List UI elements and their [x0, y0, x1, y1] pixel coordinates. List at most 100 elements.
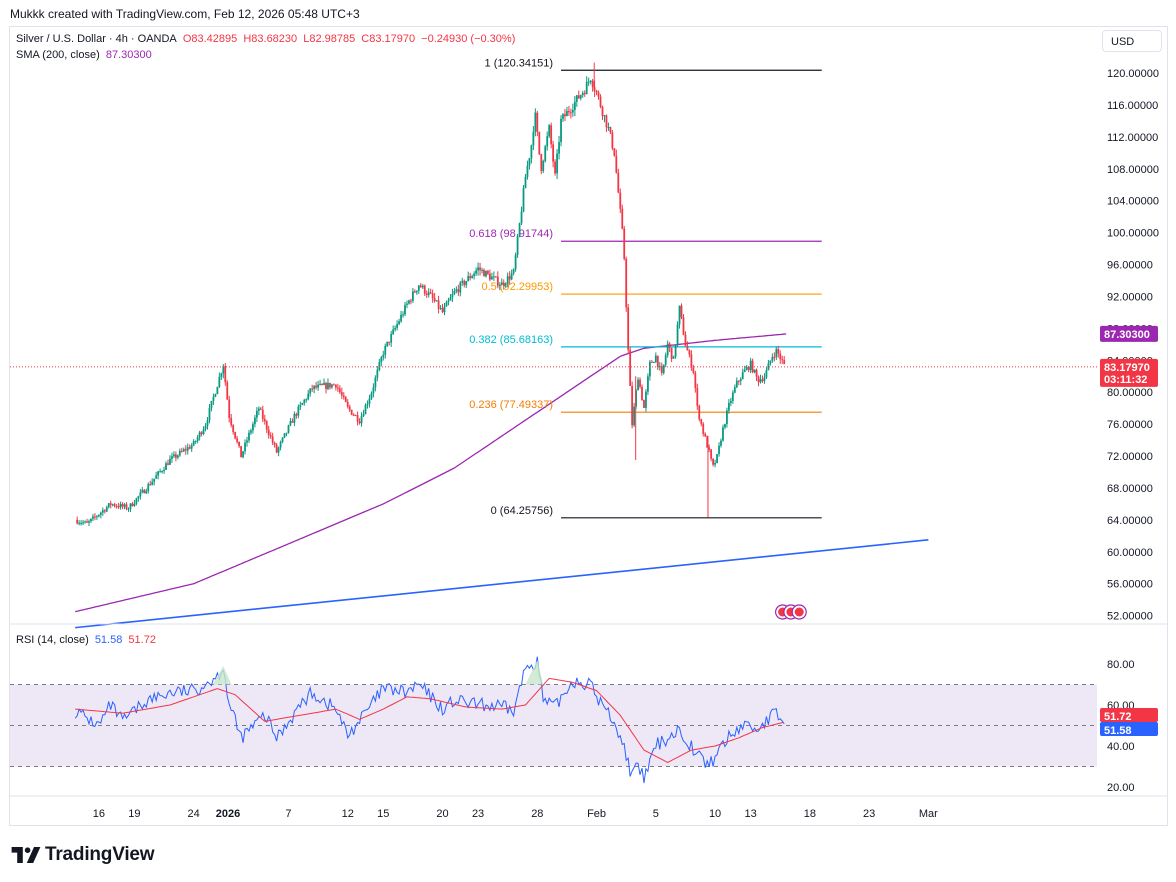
price-axis-label: 104.00000	[1107, 196, 1159, 208]
candle-body	[745, 366, 748, 370]
time-axis-label: 18	[804, 808, 816, 820]
candle-body	[526, 165, 529, 177]
candle-body	[650, 361, 653, 363]
candle-body	[165, 463, 167, 470]
candle-body	[390, 333, 393, 343]
candle-body	[360, 416, 363, 424]
candle-body	[242, 451, 244, 458]
candle-body	[558, 142, 560, 154]
candle-body	[429, 292, 432, 294]
candle-body	[257, 408, 260, 411]
fib-level-label: 0 (64.25756)	[491, 505, 553, 517]
event-flag-icon[interactable]	[791, 604, 807, 620]
trend-line[interactable]	[75, 539, 929, 629]
candle-body	[394, 327, 397, 330]
candle-body	[668, 343, 671, 348]
candle-body	[629, 349, 632, 386]
time-axis-label: 16	[93, 808, 105, 820]
fib-level-label: 0.5 (92.29953)	[481, 281, 553, 293]
candle-body	[516, 236, 519, 255]
rsi-ma-line	[75, 677, 784, 763]
candle-body	[232, 425, 235, 433]
open-value: O83.42895	[182, 33, 238, 45]
candle-body	[443, 306, 446, 313]
rsi-legend[interactable]: RSI (14, close) 51.58 51.72	[16, 634, 159, 646]
candle-body	[649, 361, 651, 377]
candle-body	[621, 208, 624, 229]
candle-body	[731, 392, 734, 401]
candle-body	[408, 300, 410, 304]
candle-body	[728, 402, 730, 411]
time-axis-label: 19	[128, 808, 140, 820]
candle-body	[625, 258, 628, 308]
candle-body	[382, 354, 385, 358]
candle-body	[672, 356, 675, 359]
candle-body	[131, 503, 134, 506]
rsi-label: RSI (14, close)	[16, 634, 89, 646]
candle-body	[97, 514, 100, 517]
candle-body	[325, 382, 327, 389]
candle-body	[733, 387, 736, 393]
candle-body	[396, 324, 398, 328]
candle-body	[652, 362, 655, 364]
rsi-value-badge[interactable]: 51.58	[1100, 721, 1158, 737]
candle-body	[175, 454, 177, 458]
rsi-value: 51.58	[94, 634, 123, 646]
candle-body	[518, 223, 521, 237]
candle-body	[198, 432, 201, 438]
candle-body	[315, 385, 318, 388]
currency-button[interactable]: USD	[1102, 30, 1162, 52]
rsi-value-badge-bg	[1100, 721, 1158, 736]
candle-body	[615, 155, 618, 173]
candle-body	[250, 430, 252, 433]
candle-body	[196, 437, 199, 442]
candle-body	[376, 369, 379, 378]
candle-body	[546, 136, 549, 147]
candle-body	[273, 442, 276, 445]
candle-body	[601, 106, 604, 117]
candle-body	[751, 360, 754, 373]
price-axis-label: 60.00000	[1107, 547, 1153, 559]
candle-body	[477, 267, 479, 271]
sma-price-badge-bg	[1100, 325, 1158, 342]
time-axis-label: 2026	[216, 808, 240, 820]
candle-body	[781, 359, 784, 361]
candle-body	[647, 376, 649, 392]
sma-legend[interactable]: SMA (200, close) 87.30300	[16, 49, 155, 61]
candle-body	[340, 392, 343, 396]
candle-body	[670, 347, 673, 359]
candle-body	[639, 379, 641, 387]
candle-body	[564, 114, 566, 117]
candle-body	[421, 285, 424, 288]
rsi-ma-badge[interactable]: 51.72	[1100, 707, 1158, 723]
sma-price-badge[interactable]: 87.30300	[1100, 325, 1158, 342]
candle-body	[560, 118, 562, 143]
high-value: H83.68230	[243, 33, 298, 45]
candle-body	[449, 297, 452, 301]
candle-body	[702, 423, 705, 434]
candle-body	[487, 270, 489, 274]
symbol-label[interactable]: Silver / U.S. Dollar · 4h · OANDA	[16, 33, 177, 45]
candle-body	[342, 395, 345, 397]
candle-body	[714, 462, 716, 465]
candle-body	[599, 96, 602, 107]
rsi-axis-label: 80.00	[1107, 659, 1135, 671]
price-axis-label: 100.00000	[1107, 228, 1159, 240]
candle-body	[354, 415, 357, 417]
candle-body	[550, 125, 553, 145]
candle-body	[333, 384, 335, 386]
candle-body	[153, 478, 156, 482]
candle-body	[688, 350, 691, 355]
candle-body	[151, 481, 154, 485]
candle-body	[216, 387, 219, 395]
candle-body	[483, 269, 485, 277]
candle-body	[204, 425, 207, 430]
candle-body	[90, 518, 92, 522]
candle-body	[587, 81, 590, 83]
brand-logo: TradingView	[11, 844, 155, 866]
price-axis-label: 64.00000	[1107, 515, 1153, 527]
candle-body	[779, 353, 782, 360]
candle-body	[419, 285, 422, 288]
